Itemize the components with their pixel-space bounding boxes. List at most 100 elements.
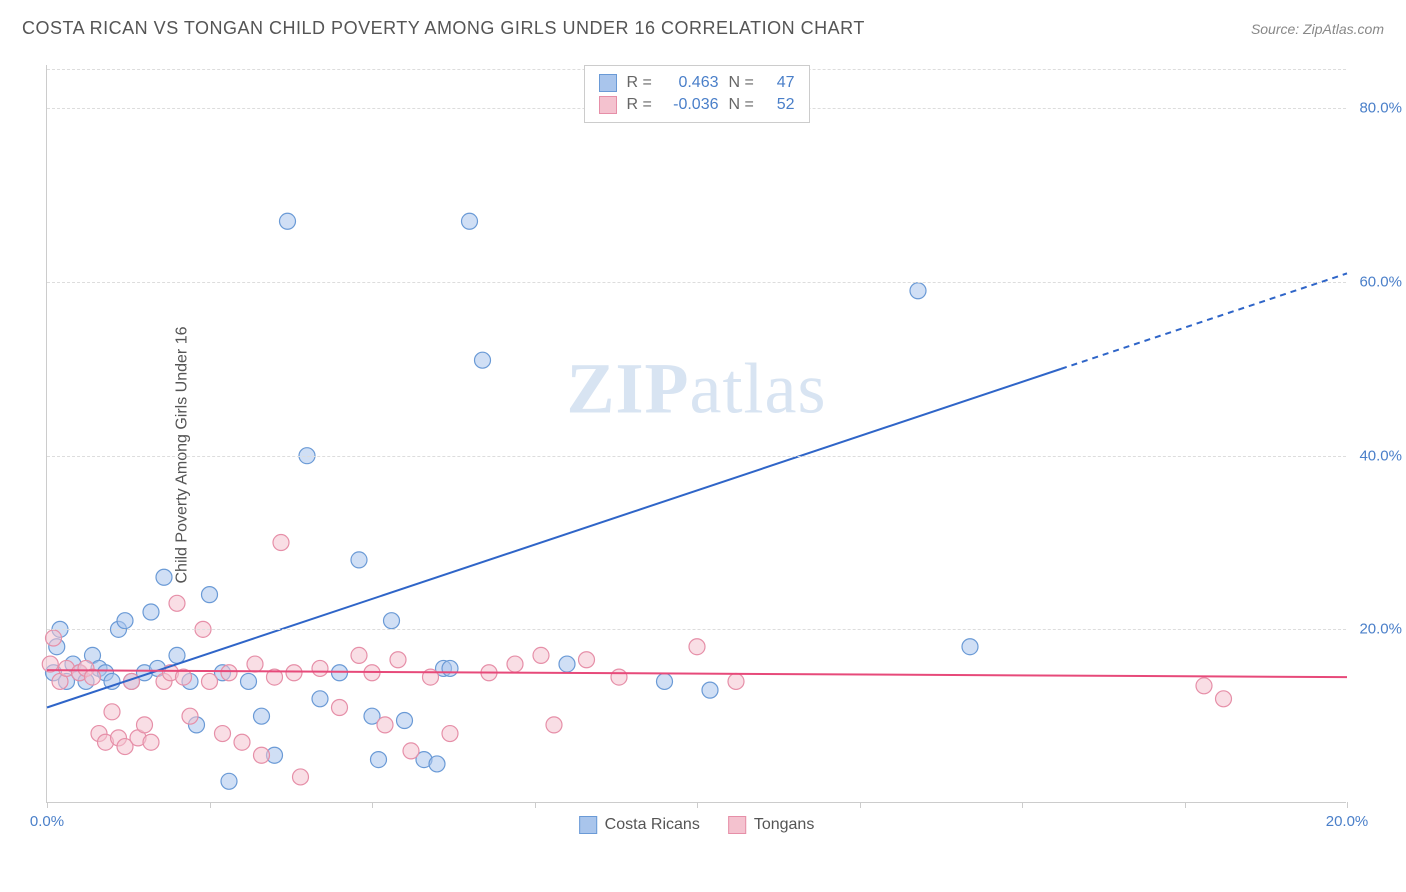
series-legend: Costa Ricans Tongans	[579, 816, 815, 834]
x-tick-label: 20.0%	[1326, 813, 1369, 830]
data-point	[143, 604, 159, 620]
data-point	[533, 647, 549, 663]
stats-legend: R = 0.463 N = 47 R = -0.036 N = 52	[584, 65, 810, 123]
legend-item: Costa Ricans	[579, 816, 700, 834]
data-point	[169, 595, 185, 611]
data-point	[273, 535, 289, 551]
data-point	[442, 660, 458, 676]
data-point	[104, 704, 120, 720]
data-point	[728, 673, 744, 689]
x-tick	[372, 802, 373, 808]
data-point	[234, 734, 250, 750]
x-tick	[697, 802, 698, 808]
data-point	[280, 213, 296, 229]
x-tick	[1185, 802, 1186, 808]
data-point	[332, 665, 348, 681]
legend-swatch	[728, 816, 746, 834]
stats-n-label: N =	[729, 96, 757, 114]
data-point	[397, 713, 413, 729]
data-point	[351, 647, 367, 663]
data-point	[169, 647, 185, 663]
data-point	[312, 660, 328, 676]
data-point	[657, 673, 673, 689]
data-point	[137, 717, 153, 733]
data-point	[254, 708, 270, 724]
data-point	[46, 630, 62, 646]
data-point	[156, 569, 172, 585]
data-point	[202, 673, 218, 689]
data-point	[390, 652, 406, 668]
data-point	[579, 652, 595, 668]
gridline	[47, 629, 1346, 630]
legend-swatch	[579, 816, 597, 834]
stats-n-value: 52	[767, 96, 795, 114]
gridline	[47, 282, 1346, 283]
x-tick-label: 0.0%	[30, 813, 64, 830]
x-tick	[535, 802, 536, 808]
data-point	[254, 747, 270, 763]
plot-area: ZIPatlas 20.0%40.0%60.0%80.0%0.0%20.0%R …	[46, 65, 1346, 803]
data-point	[202, 587, 218, 603]
data-point	[351, 552, 367, 568]
data-point	[442, 726, 458, 742]
data-point	[507, 656, 523, 672]
gridline	[47, 456, 1346, 457]
data-point	[462, 213, 478, 229]
data-point	[377, 717, 393, 733]
scatter-svg	[47, 65, 1347, 803]
x-tick	[1347, 802, 1348, 808]
data-point	[689, 639, 705, 655]
stats-n-label: N =	[729, 74, 757, 92]
stats-row: R = -0.036 N = 52	[599, 94, 795, 116]
stats-r-value: 0.463	[665, 74, 719, 92]
chart-source: Source: ZipAtlas.com	[1251, 21, 1384, 37]
x-tick	[210, 802, 211, 808]
stats-n-value: 47	[767, 74, 795, 92]
data-point	[215, 726, 231, 742]
chart-header: COSTA RICAN VS TONGAN CHILD POVERTY AMON…	[0, 0, 1406, 47]
data-point	[611, 669, 627, 685]
y-tick-label: 40.0%	[1359, 447, 1402, 464]
stats-r-value: -0.036	[665, 96, 719, 114]
data-point	[247, 656, 263, 672]
data-point	[384, 613, 400, 629]
data-point	[371, 752, 387, 768]
y-tick-label: 80.0%	[1359, 100, 1402, 117]
data-point	[910, 283, 926, 299]
legend-label: Costa Ricans	[605, 816, 700, 834]
data-point	[143, 734, 159, 750]
data-point	[962, 639, 978, 655]
legend-label: Tongans	[754, 816, 815, 834]
data-point	[221, 665, 237, 681]
data-point	[429, 756, 445, 772]
chart-container: Child Poverty Among Girls Under 16 ZIPat…	[46, 65, 1386, 845]
trend-line	[47, 369, 1061, 708]
legend-swatch	[599, 74, 617, 92]
data-point	[559, 656, 575, 672]
stats-row: R = 0.463 N = 47	[599, 72, 795, 94]
data-point	[312, 691, 328, 707]
data-point	[1196, 678, 1212, 694]
data-point	[475, 352, 491, 368]
legend-item: Tongans	[728, 816, 815, 834]
data-point	[241, 673, 257, 689]
data-point	[85, 669, 101, 685]
x-tick	[1022, 802, 1023, 808]
y-tick-label: 20.0%	[1359, 621, 1402, 638]
stats-r-label: R =	[627, 96, 655, 114]
chart-title: COSTA RICAN VS TONGAN CHILD POVERTY AMON…	[22, 18, 865, 39]
data-point	[1216, 691, 1232, 707]
legend-swatch	[599, 96, 617, 114]
stats-r-label: R =	[627, 74, 655, 92]
data-point	[221, 773, 237, 789]
y-tick-label: 60.0%	[1359, 274, 1402, 291]
data-point	[403, 743, 419, 759]
data-point	[332, 699, 348, 715]
x-tick	[47, 802, 48, 808]
trend-line-dashed	[1061, 273, 1347, 369]
data-point	[286, 665, 302, 681]
data-point	[702, 682, 718, 698]
data-point	[117, 613, 133, 629]
data-point	[546, 717, 562, 733]
data-point	[293, 769, 309, 785]
